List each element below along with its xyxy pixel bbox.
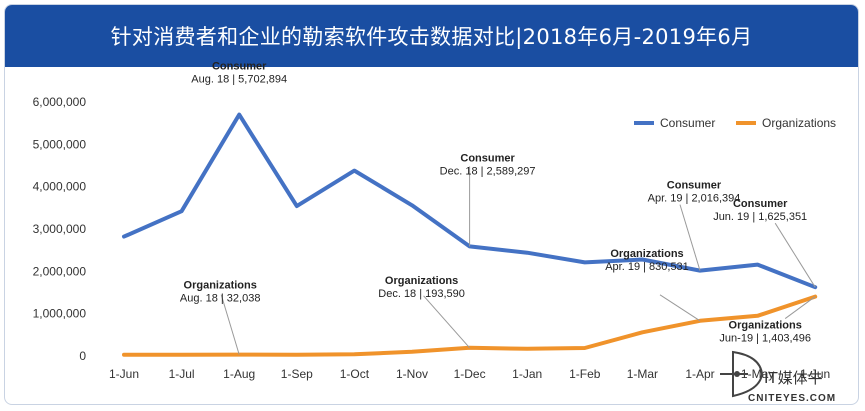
chart-card: 针对消费者和企业的勒索软件攻击数据对比|2018年6月-2019年6月 xyxy=(4,4,859,405)
y-tick-label: 0 xyxy=(79,349,86,363)
annotation-leader-line xyxy=(220,294,240,355)
y-tick-label: 5,000,000 xyxy=(33,137,87,151)
annotation-series-label: Consumer xyxy=(733,198,788,210)
annotation-series-label: Consumer xyxy=(667,180,722,192)
legend-label-consumer: Consumer xyxy=(660,116,715,130)
y-tick-label: 6,000,000 xyxy=(33,95,87,109)
annotation-value-label: Jun. 19 | 1,625,351 xyxy=(713,211,807,223)
annotation-series-label: Consumer xyxy=(212,61,267,73)
title-bar: 针对消费者和企业的勒索软件攻击数据对比|2018年6月-2019年6月 xyxy=(5,5,858,67)
watermark-url: CNITEYES.COM xyxy=(748,393,836,404)
annotation-leader-line xyxy=(784,296,816,319)
annotation-series-label: Organizations xyxy=(729,320,802,332)
y-tick-label: 3,000,000 xyxy=(33,222,87,236)
x-tick-label: 1-Jan xyxy=(512,367,542,381)
y-tick-label: 4,000,000 xyxy=(33,180,87,194)
x-tick-label: 1-May xyxy=(741,367,774,381)
annotation-leader-line xyxy=(423,295,470,349)
x-tick-label: 1-Jun xyxy=(109,367,139,381)
x-tick-label: 1-Nov xyxy=(396,367,428,381)
legend-label-organizations: Organizations xyxy=(762,116,836,130)
x-tick-label: 1-Aug xyxy=(223,367,255,381)
annotation-value-label: Apr. 19 | 2,016,394 xyxy=(648,193,741,205)
chart-title: 针对消费者和企业的勒索软件攻击数据对比|2018年6月-2019年6月 xyxy=(110,25,753,49)
annotation-series-label: Organizations xyxy=(385,275,458,287)
y-tick-label: 2,000,000 xyxy=(33,264,87,278)
annotation-series-label: Consumer xyxy=(460,152,515,164)
annotation-leader-line xyxy=(679,204,701,271)
annotation-leader-line xyxy=(774,222,816,288)
annotation-value-label: Dec. 18 | 2,589,297 xyxy=(440,165,536,177)
annotation-leader-line xyxy=(659,294,701,322)
annotation-value-label: Aug. 18 | 32,038 xyxy=(180,293,261,305)
watermark-brand: IT媒体牛 xyxy=(764,369,823,387)
x-tick-label: 1-Apr xyxy=(685,367,714,381)
annotation-value-label: Aug. 18 | 5,702,894 xyxy=(191,74,287,86)
x-tick-label: 1-Sep xyxy=(281,367,313,381)
annotation-series-label: Organizations xyxy=(610,248,683,260)
annotation-value-label: Jun-19 | 1,403,496 xyxy=(719,333,811,345)
x-tick-label: 1-Oct xyxy=(340,367,370,381)
x-tick-label: 1-Jun xyxy=(800,367,830,381)
x-tick-label: 1-Mar xyxy=(627,367,658,381)
annotation-value-label: Dec. 18 | 193,590 xyxy=(378,288,465,300)
x-tick-label: 1-Jul xyxy=(169,367,195,381)
annotation-series-label: Organizations xyxy=(184,280,257,292)
x-tick-label: 1-Dec xyxy=(454,367,486,381)
watermark-logo-icon xyxy=(720,350,764,398)
y-tick-label: 1,000,000 xyxy=(33,307,87,321)
x-tick-label: 1-Feb xyxy=(569,367,601,381)
annotation-value-label: Apr. 19 | 830,531 xyxy=(605,261,689,273)
